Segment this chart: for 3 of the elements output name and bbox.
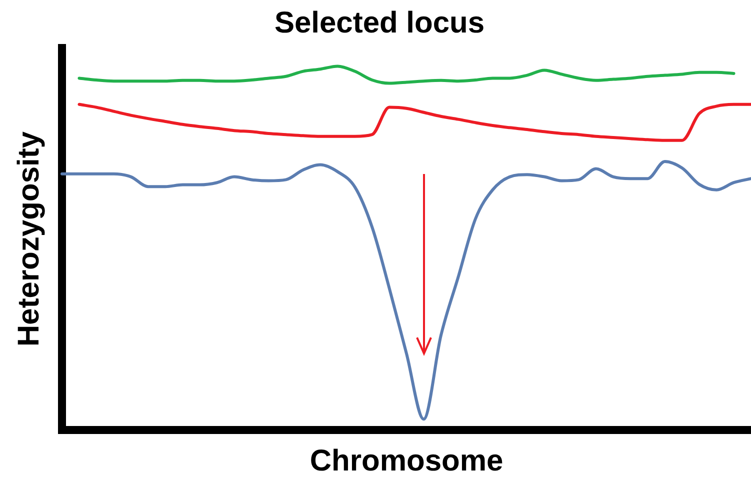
x-axis-title: Chromosome	[310, 444, 504, 478]
chart-title: Selected locus	[274, 6, 485, 40]
y-axis-title: Heterozygosity	[12, 131, 46, 347]
